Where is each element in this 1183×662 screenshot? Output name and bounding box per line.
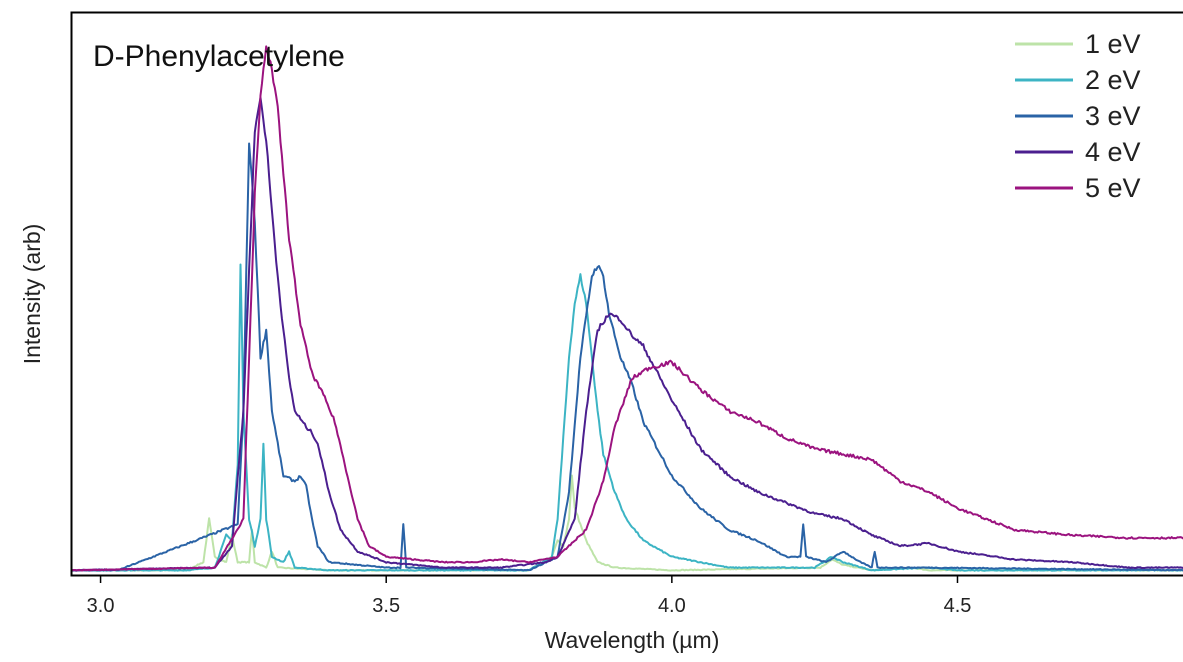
legend-label: 1 eV [1085,29,1141,59]
legend-label: 4 eV [1085,137,1141,167]
legend-label: 3 eV [1085,101,1141,131]
x-axis: 3.0 3.5 4.0 4.5 [87,576,972,617]
legend: 1 eV 2 eV 3 eV 4 eV 5 eV [1015,29,1141,203]
legend-label: 2 eV [1085,65,1141,95]
y-axis-title: Intensity (arb) [19,224,45,365]
series-line-2 [72,263,1183,572]
series-line-4 [71,96,1183,572]
plot-frame [70,11,1183,577]
x-tick-label: 3.0 [87,595,115,617]
x-tick-label: 4.5 [944,595,972,617]
x-tick-label: 3.5 [372,595,400,617]
chart-title: D-Phenylacetylene [93,40,345,73]
series-lines [71,45,1183,572]
x-axis-title: Wavelength (µm) [545,627,720,653]
series-line-3 [72,142,1183,572]
legend-label: 5 eV [1085,173,1141,203]
x-tick-label: 4.0 [658,595,686,617]
series-line-5 [71,45,1183,572]
